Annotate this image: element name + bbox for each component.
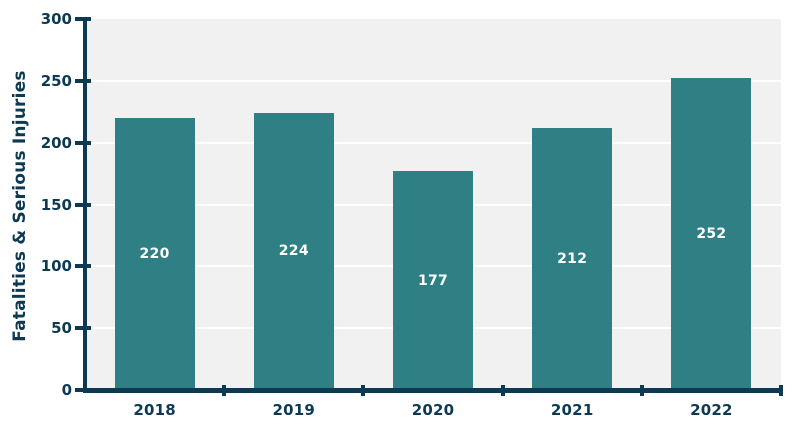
gridline-250 [85,79,781,82]
y-tick-label-150: 150 [40,195,72,214]
x-tick-label-2018: 2018 [133,401,176,419]
x-tick-label-2019: 2019 [272,401,316,419]
gridline-200 [85,141,781,144]
y-tick-100 [75,264,91,269]
x-tick-4 [779,385,783,396]
y-tick-50 [75,326,91,331]
y-tick-label-0: 0 [61,381,72,399]
plot-area: 220 224 177 212 252 [85,19,781,390]
y-tick-label-300: 300 [40,10,72,28]
y-tick-250 [75,78,91,83]
x-tick-label-2021: 2021 [550,401,594,419]
y-tick-150 [75,202,91,207]
bar-2021 [532,127,613,390]
y-tick-label-100: 100 [40,257,72,276]
x-tick-2 [500,385,505,396]
bar-value-label-2020: 177 [417,272,449,289]
x-tick-3 [639,385,644,396]
y-tick-label-200: 200 [40,133,72,152]
y-tick-200 [75,140,91,145]
bar-2018 [114,117,195,390]
bar-2022 [671,78,752,390]
x-axis-line [83,388,783,393]
y-tick-label-50: 50 [51,319,72,338]
y-tick-0 [75,388,91,392]
bar-value-label-2022: 252 [696,226,727,243]
bar-value-label-2018: 220 [139,245,170,262]
x-tick-label-2020: 2020 [411,401,455,419]
x-tick-label-2022: 2022 [690,401,733,419]
x-tick-1 [361,385,366,396]
bar-value-label-2019: 224 [278,243,309,260]
y-tick-label-250: 250 [40,71,72,90]
bar-2019 [253,112,334,390]
bar-2020 [393,171,473,390]
y-tick-300 [75,17,91,21]
x-tick-0 [222,385,227,396]
bar-value-label-2021: 212 [557,250,588,267]
